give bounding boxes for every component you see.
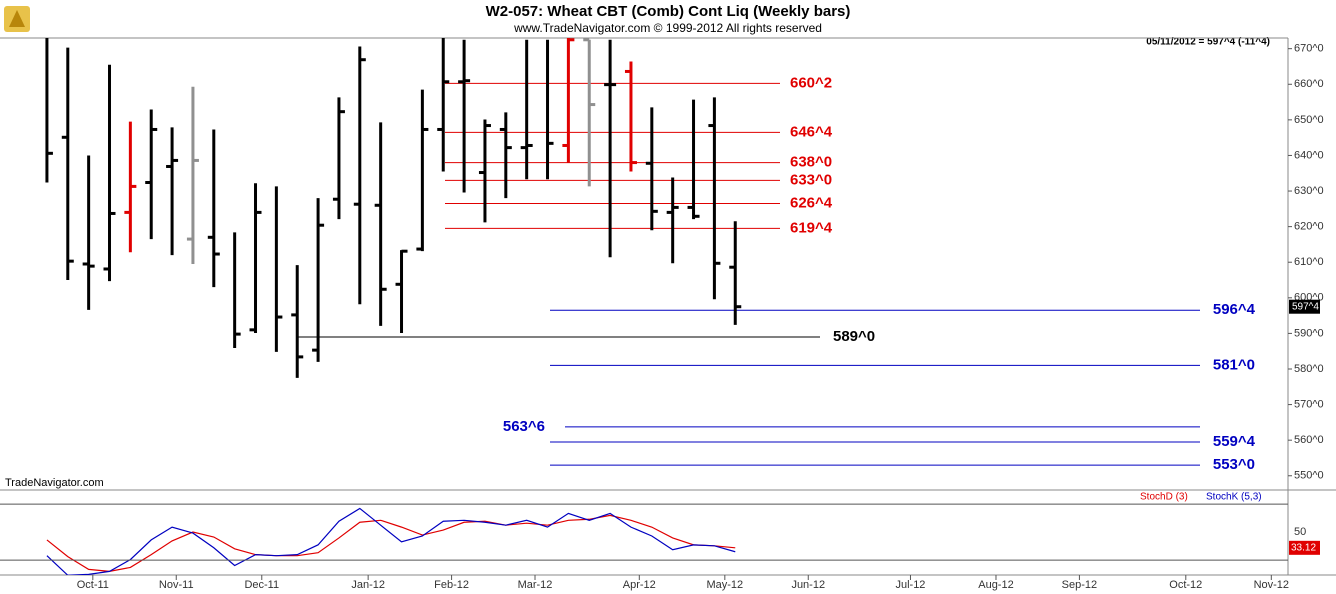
y-tick-label: 580^0 bbox=[1294, 363, 1324, 375]
last-annotation: 05/11/2012 = 597^4 (-11^4) bbox=[1146, 37, 1270, 48]
level-label: 581^0 bbox=[1213, 356, 1255, 373]
y-tick-label: 610^0 bbox=[1294, 256, 1324, 268]
price-bars bbox=[45, 38, 742, 378]
x-tick-label: Oct-12 bbox=[1169, 579, 1202, 591]
x-tick-label: Nov-11 bbox=[159, 579, 194, 591]
source-label: TradeNavigator.com bbox=[5, 477, 104, 489]
y-tick-label: 650^0 bbox=[1294, 114, 1324, 126]
level-label: 619^4 bbox=[790, 219, 833, 236]
x-tick-label: Oct-11 bbox=[77, 579, 109, 591]
x-tick-label: Mar-12 bbox=[518, 579, 553, 591]
x-tick-label: Jun-12 bbox=[791, 579, 825, 591]
x-tick-label: Jul-12 bbox=[895, 579, 925, 591]
y-tick-label: 660^0 bbox=[1294, 78, 1324, 90]
legend-entry: StochK (5,3) bbox=[1206, 492, 1262, 503]
level-label: 633^0 bbox=[790, 171, 832, 188]
x-tick-label: May-12 bbox=[706, 579, 743, 591]
y-tick-label: 640^0 bbox=[1294, 149, 1324, 161]
level-label: 646^4 bbox=[790, 123, 833, 140]
y-tick-label: 570^0 bbox=[1294, 398, 1324, 410]
y-tick-label: 670^0 bbox=[1294, 43, 1324, 55]
x-tick-label: Jan-12 bbox=[351, 579, 385, 591]
level-label: 553^0 bbox=[1213, 456, 1255, 473]
stoch-last-box bbox=[1289, 540, 1320, 555]
x-tick-label: Feb-12 bbox=[434, 579, 469, 591]
chart-title: W2-057: Wheat CBT (Comb) Cont Liq (Weekl… bbox=[486, 3, 851, 20]
level-label: 626^4 bbox=[790, 194, 833, 211]
level-label: 563^6 bbox=[503, 418, 545, 435]
logo bbox=[4, 6, 30, 32]
y-tick-label: 50 bbox=[1294, 526, 1306, 538]
y-tick-label: 590^0 bbox=[1294, 327, 1324, 339]
x-tick-label: Aug-12 bbox=[978, 579, 1013, 591]
level-label: 559^4 bbox=[1213, 433, 1256, 450]
chart-subtitle: www.TradeNavigator.com © 1999-2012 All r… bbox=[513, 21, 822, 35]
x-tick-label: Dec-11 bbox=[244, 579, 279, 591]
last-value-label: 597^4 bbox=[1292, 301, 1319, 312]
x-tick-label: Apr-12 bbox=[623, 579, 656, 591]
level-label: 589^0 bbox=[833, 328, 875, 345]
level-label: 638^0 bbox=[790, 154, 832, 171]
last-value-box bbox=[1289, 299, 1320, 314]
stoch-lines bbox=[46, 507, 736, 575]
y-tick-label: 550^0 bbox=[1294, 470, 1324, 482]
y-tick-label: 620^0 bbox=[1294, 221, 1324, 233]
stoch-last-label: 33.12 bbox=[1291, 542, 1316, 553]
y-tick-label: 630^0 bbox=[1294, 185, 1324, 197]
x-tick-label: Sep-12 bbox=[1062, 579, 1097, 591]
y-tick-label: 560^0 bbox=[1294, 434, 1324, 446]
legend-entry: StochD (3) bbox=[1140, 492, 1188, 503]
level-label: 660^2 bbox=[790, 74, 832, 91]
stoch-line bbox=[46, 507, 736, 575]
level-label: 596^4 bbox=[1213, 301, 1256, 318]
stoch-line bbox=[46, 514, 736, 572]
x-tick-label: Nov-12 bbox=[1254, 579, 1289, 591]
